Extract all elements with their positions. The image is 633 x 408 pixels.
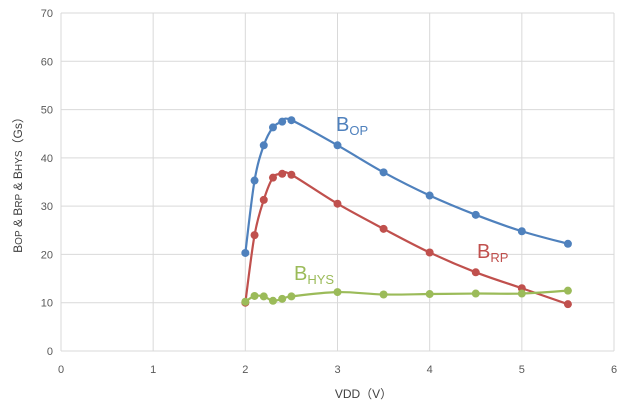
- data-point: [250, 231, 259, 240]
- data-point: [241, 248, 250, 257]
- data-point: [379, 290, 388, 299]
- data-point: [563, 300, 572, 309]
- y-tick-label: 0: [47, 346, 53, 358]
- data-point: [471, 289, 480, 298]
- data-point: [379, 224, 388, 233]
- data-point: [563, 239, 572, 248]
- x-tick-label: 0: [58, 364, 64, 376]
- y-tick-label: 50: [41, 105, 53, 117]
- x-axis-title: VDD（V）: [335, 387, 392, 401]
- x-tick-label: 5: [519, 364, 525, 376]
- series-labels: BOP BRP BHYS: [294, 114, 508, 287]
- data-point: [268, 296, 277, 305]
- data-point: [287, 116, 296, 125]
- series-label-0: BOP: [336, 114, 368, 138]
- data-point: [278, 117, 287, 126]
- x-tick-label: 2: [242, 364, 248, 376]
- data-point: [517, 289, 526, 298]
- data-point: [471, 210, 480, 219]
- data-point: [278, 294, 287, 303]
- data-point: [425, 191, 434, 200]
- data-point: [287, 170, 296, 179]
- data-point: [287, 292, 296, 301]
- series-lines: [241, 116, 572, 309]
- data-point: [259, 141, 268, 150]
- data-point: [259, 195, 268, 204]
- y-tick-label: 60: [41, 56, 53, 68]
- data-point: [333, 199, 342, 208]
- series-label-2: BHYS: [294, 263, 334, 287]
- data-point: [517, 227, 526, 236]
- y-tick-label: 70: [41, 8, 53, 20]
- data-point: [333, 141, 342, 150]
- data-point: [425, 248, 434, 257]
- data-point: [379, 168, 388, 177]
- y-tick-label: 10: [41, 298, 53, 310]
- data-point: [250, 291, 259, 300]
- data-point: [241, 297, 250, 306]
- data-point: [278, 169, 287, 178]
- y-tick-label: 30: [41, 201, 53, 213]
- data-point: [563, 286, 572, 295]
- data-point: [471, 268, 480, 277]
- data-point: [425, 290, 434, 299]
- x-tick-label: 3: [334, 364, 340, 376]
- grid-lines: [60, 12, 615, 352]
- x-tick-label: 1: [150, 364, 156, 376]
- data-point: [268, 173, 277, 182]
- y-tick-label: 20: [41, 249, 53, 261]
- data-point: [268, 123, 277, 132]
- x-tick-label: 6: [611, 364, 617, 376]
- series-label-1: BRP: [477, 241, 508, 265]
- data-point: [259, 292, 268, 301]
- data-point: [250, 176, 259, 185]
- tick-labels: 0 10 20 30 40 50 60 70 0 1 2 3 4 5 6: [41, 8, 617, 376]
- data-point: [333, 288, 342, 297]
- x-tick-label: 4: [427, 364, 433, 376]
- y-tick-label: 40: [41, 153, 53, 165]
- y-axis-title: BOP & BRP & BHYS（Gs）: [11, 111, 25, 253]
